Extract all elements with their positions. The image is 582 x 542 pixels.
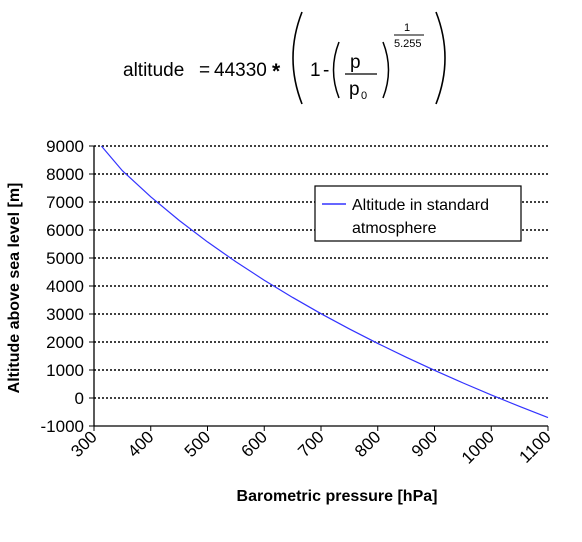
x-tick-label: 400 [124, 427, 157, 460]
formula-outer-right-paren [435, 11, 446, 105]
series-line-altitude [100, 145, 549, 419]
formula-inner-right-paren [382, 41, 390, 99]
y-tick-label: 6000 [46, 221, 84, 240]
formula-times: * [272, 60, 281, 83]
y-tick-label: 8000 [46, 165, 84, 184]
x-axis-title: Barometric pressure [hPa] [237, 488, 438, 505]
formula-outer-left-paren [292, 11, 303, 105]
formula-constant: 44330 [214, 60, 267, 81]
x-axis-ticks: 300 400 500 600 700 800 900 1000 1100 [67, 426, 555, 468]
legend-label-line2: atmosphere [352, 220, 437, 237]
formula-numerator: p [350, 52, 361, 73]
x-tick-label: 1100 [516, 427, 555, 466]
y-tick-label: 2000 [46, 333, 84, 352]
y-tick-label: 1000 [46, 361, 84, 380]
altitude-formula: altitude = 44330 * 1 - p p 0 1 5.255 [123, 11, 446, 105]
legend: Altitude in standard atmosphere [314, 185, 522, 242]
y-tick-label: -1000 [41, 417, 84, 436]
formula-inner-left-paren [332, 41, 340, 99]
legend-box [314, 185, 522, 242]
x-tick-label: 600 [238, 427, 271, 460]
x-tick-label: 800 [351, 427, 384, 460]
formula-denominator: p [349, 79, 360, 100]
y-tick-label: 3000 [46, 305, 84, 324]
y-tick-label: 0 [75, 389, 84, 408]
formula-one: 1 [310, 60, 321, 81]
formula-equals: = [199, 60, 210, 81]
y-tick-label: 7000 [46, 193, 84, 212]
formula-lhs: altitude [123, 60, 184, 81]
y-axis-ticks: 9000 8000 7000 6000 5000 4000 3000 2000 1000 0 -10… [41, 137, 94, 436]
y-tick-label: 4000 [46, 277, 84, 296]
y-tick-label: 9000 [46, 137, 84, 156]
formula-minus: - [323, 60, 329, 81]
formula-exponent-denominator: 5.255 [394, 38, 422, 50]
x-tick-label: 1000 [458, 427, 498, 467]
x-tick-label: 900 [408, 427, 441, 460]
formula-exponent-numerator: 1 [404, 22, 410, 34]
y-tick-label: 5000 [46, 249, 84, 268]
formula-denominator-subscript: 0 [361, 90, 367, 102]
y-axis-title: Altitude above sea level [m] [6, 183, 23, 394]
x-tick-label: 500 [181, 427, 214, 460]
legend-label-line1: Altitude in standard [352, 197, 489, 214]
x-tick-label: 700 [294, 427, 327, 460]
